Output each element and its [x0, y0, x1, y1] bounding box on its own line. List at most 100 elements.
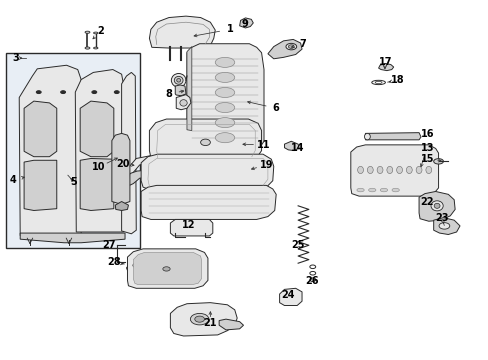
Ellipse shape [174, 76, 183, 84]
Ellipse shape [430, 201, 442, 211]
Ellipse shape [376, 166, 382, 174]
Polygon shape [170, 220, 212, 236]
Text: 10: 10 [91, 162, 105, 172]
Polygon shape [149, 119, 261, 161]
Polygon shape [133, 252, 201, 285]
Ellipse shape [200, 139, 210, 145]
Polygon shape [24, 160, 57, 211]
Ellipse shape [425, 166, 431, 174]
Text: 12: 12 [182, 220, 195, 230]
Polygon shape [279, 288, 302, 306]
Ellipse shape [391, 188, 399, 192]
Text: 26: 26 [305, 276, 318, 286]
Ellipse shape [85, 47, 90, 49]
Ellipse shape [215, 72, 234, 82]
Text: 1: 1 [226, 24, 233, 35]
Ellipse shape [114, 91, 119, 94]
Ellipse shape [180, 100, 187, 106]
Text: 28: 28 [107, 257, 121, 267]
Ellipse shape [285, 43, 296, 50]
Ellipse shape [85, 31, 90, 33]
Text: 3: 3 [12, 53, 19, 63]
Text: 4: 4 [9, 175, 16, 185]
Polygon shape [127, 170, 151, 185]
Text: 13: 13 [420, 143, 433, 153]
Ellipse shape [215, 87, 234, 98]
Polygon shape [126, 156, 151, 175]
Text: 15: 15 [420, 154, 433, 164]
Text: 11: 11 [257, 140, 270, 150]
Ellipse shape [93, 32, 98, 34]
Polygon shape [365, 133, 420, 140]
Ellipse shape [215, 133, 234, 143]
Polygon shape [75, 69, 123, 232]
Polygon shape [122, 72, 136, 234]
Ellipse shape [380, 188, 387, 192]
Text: 6: 6 [272, 103, 279, 113]
Ellipse shape [36, 91, 41, 94]
Text: 17: 17 [378, 57, 392, 67]
Ellipse shape [406, 166, 411, 174]
Polygon shape [176, 95, 190, 110]
Text: 5: 5 [70, 177, 77, 187]
Polygon shape [378, 63, 393, 71]
Ellipse shape [215, 103, 234, 113]
Polygon shape [126, 260, 148, 273]
Polygon shape [284, 141, 299, 150]
Polygon shape [267, 40, 302, 59]
Ellipse shape [190, 314, 208, 325]
Ellipse shape [415, 166, 421, 174]
Text: 25: 25 [291, 240, 304, 250]
Text: 21: 21 [203, 319, 217, 328]
Polygon shape [24, 101, 57, 157]
Polygon shape [115, 202, 128, 211]
Polygon shape [186, 44, 264, 149]
Ellipse shape [133, 263, 142, 268]
Ellipse shape [215, 57, 234, 67]
Text: 8: 8 [165, 89, 172, 99]
Text: 19: 19 [259, 160, 273, 170]
Polygon shape [186, 46, 191, 131]
Ellipse shape [438, 223, 449, 229]
Text: 27: 27 [102, 240, 116, 250]
Text: 16: 16 [420, 129, 433, 139]
Text: 22: 22 [420, 197, 433, 207]
Polygon shape [141, 154, 273, 190]
Ellipse shape [243, 21, 247, 24]
Polygon shape [418, 192, 454, 221]
Ellipse shape [368, 188, 375, 192]
Text: 14: 14 [291, 143, 304, 153]
Ellipse shape [396, 166, 402, 174]
Text: 9: 9 [241, 19, 247, 29]
Text: 24: 24 [281, 291, 295, 301]
Polygon shape [239, 18, 253, 28]
Polygon shape [149, 16, 215, 48]
Ellipse shape [93, 47, 98, 49]
Ellipse shape [171, 73, 185, 87]
Text: 18: 18 [390, 75, 404, 85]
Polygon shape [19, 65, 81, 235]
Ellipse shape [288, 45, 294, 48]
Polygon shape [141, 185, 276, 220]
Polygon shape [20, 233, 125, 243]
Polygon shape [127, 249, 207, 288]
Ellipse shape [364, 134, 369, 140]
Ellipse shape [356, 188, 364, 192]
Text: 2: 2 [97, 26, 104, 36]
Ellipse shape [194, 316, 204, 322]
Ellipse shape [92, 91, 97, 94]
Polygon shape [80, 101, 114, 157]
Ellipse shape [366, 166, 372, 174]
Polygon shape [350, 145, 438, 196]
Text: 23: 23 [434, 213, 448, 222]
Ellipse shape [176, 78, 180, 82]
Text: 20: 20 [116, 159, 129, 169]
Ellipse shape [215, 118, 234, 128]
Text: 7: 7 [299, 39, 306, 49]
Ellipse shape [386, 166, 392, 174]
Bar [5, 53, 140, 248]
Polygon shape [219, 319, 243, 330]
Polygon shape [170, 303, 237, 336]
Polygon shape [112, 134, 130, 204]
Polygon shape [80, 158, 114, 211]
